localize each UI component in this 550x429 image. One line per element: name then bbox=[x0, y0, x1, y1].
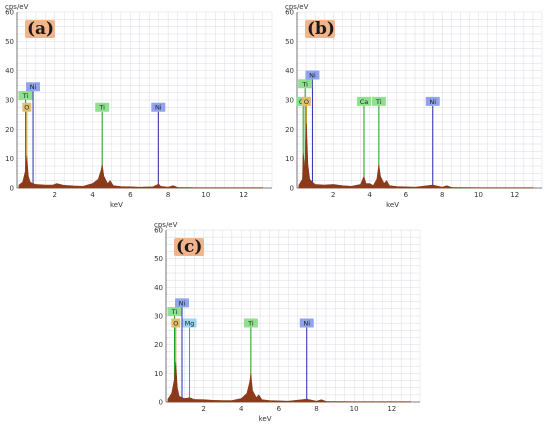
y-tick-label: 50 bbox=[5, 38, 14, 46]
x-tick-label: 2 bbox=[201, 405, 205, 413]
y-tick-label: 60 bbox=[154, 227, 163, 235]
spectrum-area bbox=[18, 155, 263, 189]
element-tag-text: Ni bbox=[155, 104, 162, 112]
x-tick-label: 4 bbox=[90, 191, 95, 199]
element-tag-text: Ni bbox=[303, 319, 310, 327]
x-tick-label: 12 bbox=[239, 191, 248, 199]
element-tag-text: Ni bbox=[30, 83, 37, 91]
y-tick-label: 20 bbox=[154, 341, 163, 349]
x-tick-label: 2 bbox=[53, 191, 57, 199]
x-tick-label: 4 bbox=[239, 405, 244, 413]
element-tag-ni: Ni bbox=[26, 82, 41, 92]
y-axis-title: cps/eV bbox=[285, 3, 309, 11]
x-tick-label: 8 bbox=[166, 191, 170, 199]
y-tick-label: 20 bbox=[5, 126, 14, 134]
x-tick-label: 10 bbox=[350, 405, 359, 413]
element-tag-ca: Ca bbox=[356, 96, 371, 106]
element-tag-text: O bbox=[173, 319, 178, 327]
element-tag-ti: Ti bbox=[243, 318, 258, 328]
y-axis-title: cps/eV bbox=[154, 221, 178, 229]
panel-label: (c) bbox=[174, 237, 204, 257]
y-axis-title: cps/eV bbox=[5, 3, 29, 11]
spectrum-panel-c: 2 4 6 8 10 12 0 10 20 30 40 50 60 cps/eV keV Ti O Ni Mg Ti N… bbox=[144, 216, 428, 429]
x-tick-label: 8 bbox=[440, 191, 444, 199]
grid bbox=[297, 11, 543, 188]
y-tick-label: 60 bbox=[5, 9, 14, 17]
element-tag-text: Ti bbox=[247, 319, 254, 327]
element-tag-text: O bbox=[24, 104, 29, 112]
y-tick-label: 10 bbox=[5, 155, 14, 163]
element-tag-ti: Ti bbox=[18, 91, 33, 100]
y-tick-label: 60 bbox=[285, 9, 294, 17]
element-tag-ni: Ni bbox=[299, 318, 314, 328]
y-tick-label: 40 bbox=[5, 67, 14, 75]
element-tag-ti: Ti bbox=[298, 79, 313, 89]
element-tag-text: Ti bbox=[22, 92, 29, 100]
element-tag-ni: Ni bbox=[425, 96, 440, 106]
element-tag-text: Ti bbox=[171, 308, 178, 316]
element-tag-ni: Ni bbox=[174, 298, 189, 308]
x-axis-title: keV bbox=[386, 201, 399, 209]
y-tick-label: 10 bbox=[285, 155, 294, 163]
element-tag-ti: Ti bbox=[167, 307, 182, 316]
y-tick-label: 40 bbox=[285, 67, 294, 75]
x-tick-label: 6 bbox=[277, 405, 282, 413]
y-tick-label: 30 bbox=[5, 97, 14, 105]
x-tick-label: 10 bbox=[201, 191, 210, 199]
spectrum-chart-b: 246810120102030405060cps/eVkeVTiNiCaOCaT… bbox=[285, 3, 543, 209]
y-tick-label: 30 bbox=[154, 313, 163, 321]
spectrum-panel-b: 246810120102030405060cps/eVkeVTiNiCaOCaT… bbox=[280, 0, 550, 216]
x-tick-label: 10 bbox=[474, 191, 483, 199]
x-tick-label: 4 bbox=[367, 191, 372, 199]
panel-label: (a) bbox=[25, 19, 55, 39]
panel-label-text: (a) bbox=[27, 19, 54, 39]
y-tick-label: 30 bbox=[285, 97, 294, 105]
spectrum-area bbox=[167, 361, 411, 403]
element-tag-text: Ti bbox=[301, 80, 308, 88]
element-tag-o: O bbox=[22, 102, 32, 112]
y-tick-label: 20 bbox=[285, 126, 294, 134]
grid bbox=[17, 11, 273, 188]
y-tick-label: 50 bbox=[285, 38, 294, 46]
x-axis-title: keV bbox=[259, 415, 272, 423]
x-tick-label: 6 bbox=[128, 191, 133, 199]
element-tag-ni: Ni bbox=[151, 102, 166, 112]
element-tag-text: Ni bbox=[179, 299, 186, 307]
panel-label-text: (c) bbox=[176, 237, 202, 257]
element-tag-text: Ti bbox=[375, 98, 382, 106]
element-tag-text: Ti bbox=[98, 104, 105, 112]
element-tag-ni: Ni bbox=[305, 70, 320, 80]
y-tick-label: 50 bbox=[154, 255, 163, 263]
element-tag-text: Ca bbox=[360, 98, 369, 106]
x-tick-label: 12 bbox=[510, 191, 519, 199]
y-tick-label: 0 bbox=[10, 185, 14, 193]
panel-label: (b) bbox=[305, 19, 335, 39]
y-tick-label: 0 bbox=[159, 399, 163, 407]
element-tag-text: Mg bbox=[185, 319, 195, 327]
grid bbox=[166, 229, 421, 402]
y-tick-label: 40 bbox=[154, 284, 163, 292]
spectrum-panel-a: 2 4 6 8 10 12 0 10 20 30 40 50 60 cps/eV keV Ti O Ni Ti Ni(… bbox=[0, 0, 280, 216]
y-tick-label: 0 bbox=[290, 185, 294, 193]
element-tag-text: Ni bbox=[429, 98, 436, 106]
element-tag-text: O bbox=[304, 98, 309, 106]
x-tick-label: 8 bbox=[314, 405, 318, 413]
y-tick-label: 10 bbox=[154, 370, 163, 378]
x-tick-label: 12 bbox=[387, 405, 396, 413]
x-tick-label: 6 bbox=[404, 191, 409, 199]
element-tag-ti: Ti bbox=[371, 96, 386, 106]
element-tag-o: O bbox=[301, 96, 311, 106]
element-tag-o: O bbox=[171, 318, 181, 328]
spectrum-area bbox=[298, 123, 534, 189]
panel-label-text: (b) bbox=[307, 19, 335, 39]
element-tag-text: Ni bbox=[309, 71, 316, 79]
x-axis-title: keV bbox=[110, 201, 123, 209]
x-tick-label: 2 bbox=[331, 191, 335, 199]
element-tag-ti: Ti bbox=[95, 102, 110, 112]
element-tag-mg: Mg bbox=[182, 318, 197, 328]
